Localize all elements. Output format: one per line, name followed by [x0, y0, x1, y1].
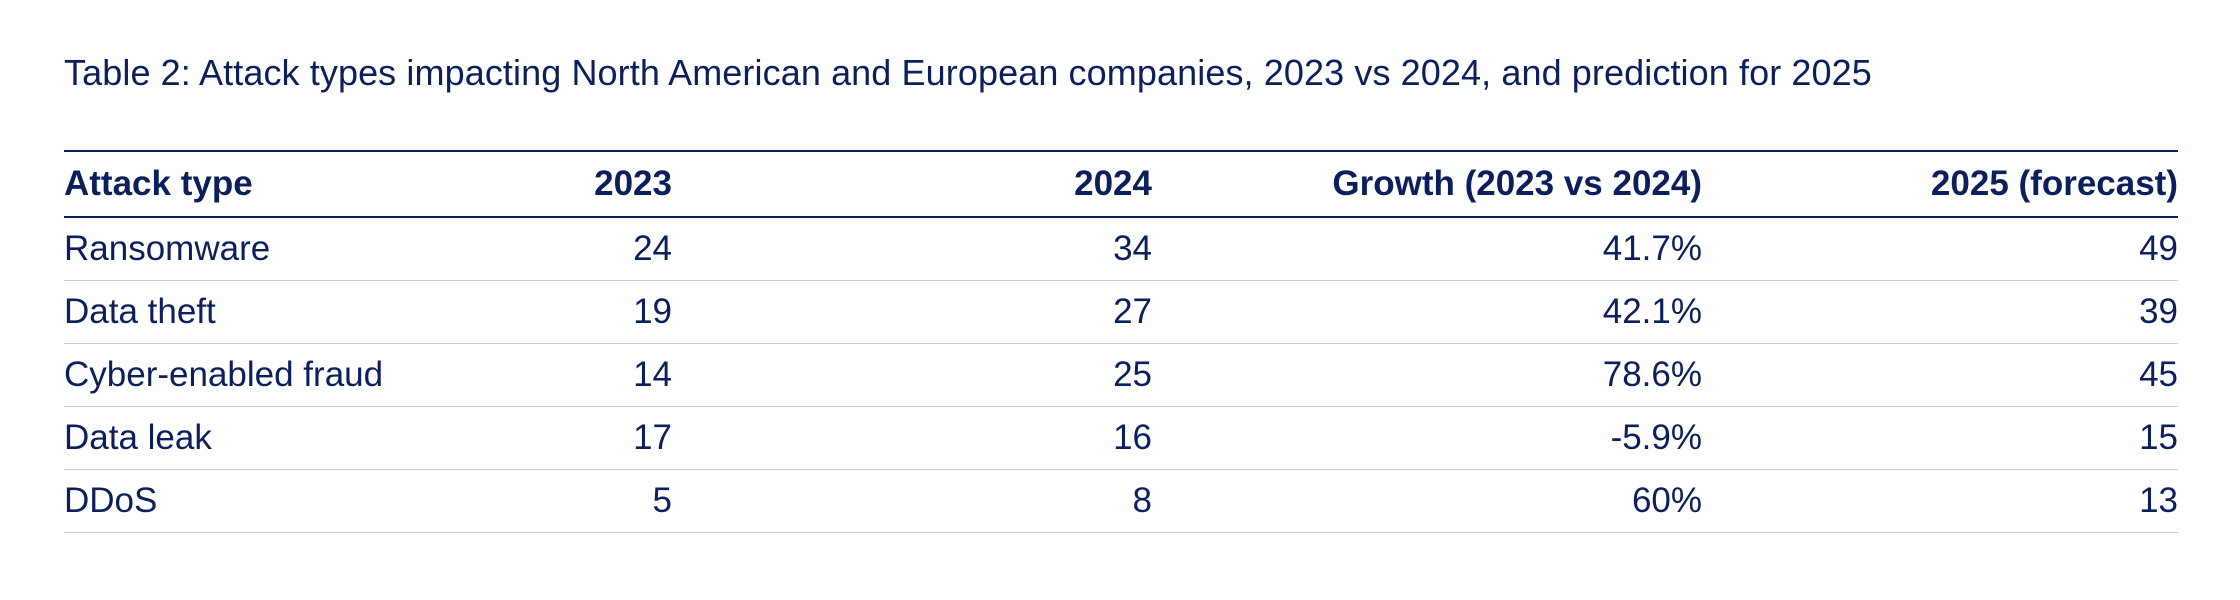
cell-2024: 8 — [672, 469, 1152, 533]
cell-2023: 19 — [444, 280, 672, 344]
cell-2025-forecast: 15 — [1702, 406, 2178, 470]
cell-2024: 25 — [672, 343, 1152, 407]
cell-attack-type: Data leak — [64, 406, 444, 470]
table-header: Attack type 2023 2024 Growth (2023 vs 20… — [64, 151, 2178, 217]
header-growth: Growth (2023 vs 2024) — [1332, 164, 1702, 203]
table-body: Ransomware 24 34 41.7% 49 Data theft 19 … — [64, 217, 2178, 533]
table-title: Table 2: Attack types impacting North Am… — [64, 52, 1872, 93]
cell-growth: 41.7% — [1152, 217, 1702, 281]
cell-2025-forecast: 39 — [1702, 280, 2178, 344]
cell-2024: 34 — [672, 217, 1152, 281]
cell-growth: 60% — [1152, 469, 1702, 533]
cell-growth: 42.1% — [1152, 280, 1702, 344]
header-2025-forecast: 2025 (forecast) — [1930, 164, 2178, 203]
cell-2023: 14 — [444, 343, 672, 407]
cell-attack-type: Data theft — [64, 280, 444, 344]
header-row: Attack type 2023 2024 Growth (2023 vs 20… — [64, 151, 2178, 217]
cell-2025-forecast: 13 — [1702, 469, 2178, 533]
cell-attack-type: Ransomware — [64, 217, 444, 281]
cell-attack-type: DDoS — [64, 469, 444, 533]
table-row: DDoS 5 8 60% 13 — [64, 469, 2178, 533]
header-2024: 2024 — [1074, 164, 1152, 203]
cell-attack-type: Cyber-enabled fraud — [64, 343, 444, 407]
table-row: Data leak 17 16 -5.9% 15 — [64, 406, 2178, 470]
table-row: Data theft 19 27 42.1% 39 — [64, 280, 2178, 344]
cell-2023: 24 — [444, 217, 672, 281]
cell-2025-forecast: 49 — [1702, 217, 2178, 281]
cell-2023: 5 — [444, 469, 672, 533]
cell-2024: 27 — [672, 280, 1152, 344]
cell-2023: 17 — [444, 406, 672, 470]
table-row: Ransomware 24 34 41.7% 49 — [64, 217, 2178, 281]
cell-2025-forecast: 45 — [1702, 343, 2178, 407]
cell-growth: 78.6% — [1152, 343, 1702, 407]
header-attack-type: Attack type — [64, 164, 253, 203]
attack-types-table: Attack type 2023 2024 Growth (2023 vs 20… — [64, 150, 2178, 533]
cell-growth: -5.9% — [1152, 406, 1702, 470]
table-row: Cyber-enabled fraud 14 25 78.6% 45 — [64, 343, 2178, 407]
cell-2024: 16 — [672, 406, 1152, 470]
header-2023: 2023 — [594, 164, 672, 203]
